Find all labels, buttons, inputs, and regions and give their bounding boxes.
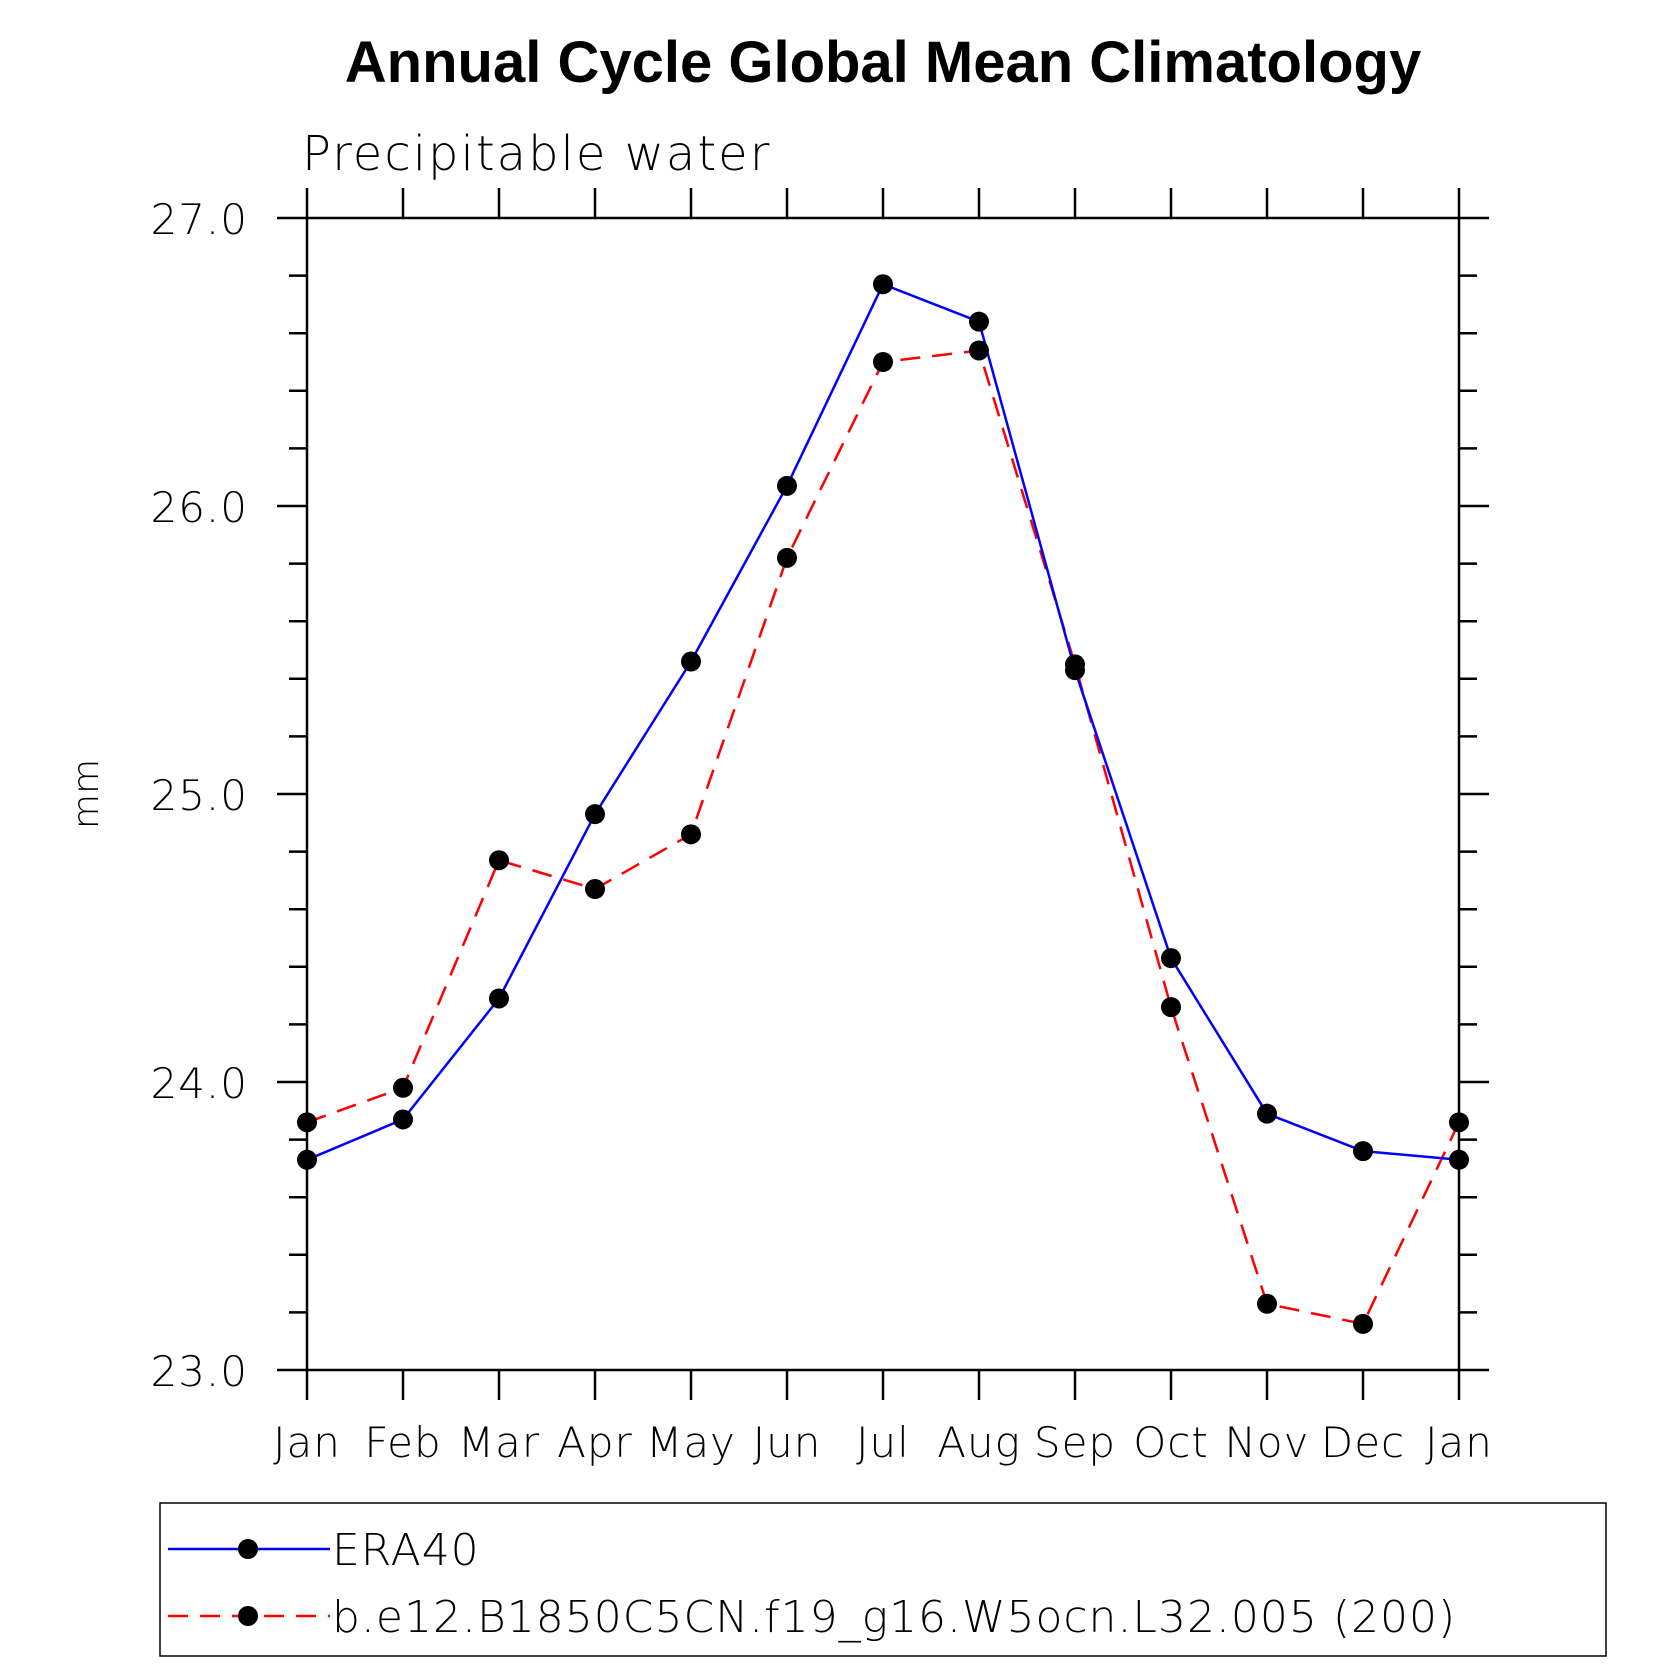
- x-tick-label: Dec: [1321, 1418, 1405, 1467]
- data-point: [1449, 1149, 1469, 1170]
- legend-marker: [238, 1539, 258, 1559]
- data-point: [777, 475, 797, 496]
- x-tick-label: Apr: [557, 1418, 633, 1467]
- x-tick-label: May: [646, 1418, 736, 1467]
- data-point: [393, 1109, 413, 1130]
- data-point: [489, 988, 509, 1009]
- axis-ticks: Jan Feb Mar Apr May Jun Jul Aug Sep Oct Nov Dec Jan 2…: [150, 188, 1492, 1467]
- legend-marker: [238, 1606, 258, 1626]
- series-line: [306, 282, 1460, 1162]
- data-point: [1161, 948, 1181, 969]
- x-tick-label: Jun: [753, 1418, 822, 1467]
- legend: ERA40 b.e12.B1850C5CN.f19_g16.W5ocn.L32.0…: [159, 1502, 1607, 1657]
- data-point: [969, 340, 989, 361]
- data-point: [1161, 997, 1181, 1018]
- data-point: [777, 547, 797, 568]
- series-line: [306, 349, 1461, 1326]
- data-point: [969, 311, 989, 332]
- x-tick-label: Aug: [937, 1418, 1021, 1467]
- data-point: [1257, 1293, 1277, 1314]
- data-point: [1449, 1112, 1469, 1133]
- y-tick-label: 23.0: [150, 1347, 248, 1396]
- y-tick-label: 26.0: [150, 483, 248, 532]
- data-point: [585, 879, 605, 900]
- data-point: [1353, 1141, 1373, 1162]
- y-tick-label: 25.0: [150, 771, 248, 820]
- data-point: [681, 824, 701, 845]
- x-tick-label: Oct: [1133, 1418, 1209, 1467]
- y-tick-label: 27.0: [150, 195, 248, 244]
- series-layer: [297, 274, 1469, 1334]
- data-point: [873, 352, 893, 372]
- data-point: [393, 1077, 413, 1098]
- y-tick-label: 24.0: [150, 1059, 248, 1108]
- data-point: [681, 651, 701, 672]
- x-tick-label: Nov: [1225, 1418, 1310, 1467]
- plot-frame: [305, 216, 1461, 1372]
- data-point: [297, 1149, 317, 1170]
- data-point: [873, 274, 893, 295]
- data-point: [297, 1112, 317, 1133]
- legend-box: [159, 1502, 1607, 1657]
- x-tick-label: Mar: [458, 1418, 540, 1467]
- data-point: [1353, 1313, 1373, 1334]
- x-tick-label: Feb: [364, 1418, 441, 1467]
- data-point: [1065, 660, 1085, 681]
- legend-label: b.e12.B1850C5CN.f19_g16.W5ocn.L32.005 (2…: [332, 1592, 1456, 1643]
- legend-label: ERA40: [332, 1525, 480, 1576]
- y-axis-label: mm: [66, 759, 107, 829]
- data-point: [1257, 1103, 1277, 1124]
- x-tick-label: Jul: [856, 1418, 910, 1467]
- data-point: [585, 804, 605, 825]
- x-tick-label: Jan: [1425, 1418, 1493, 1467]
- chart-title: Annual Cycle Global Mean Climatology: [345, 30, 1421, 95]
- data-point: [489, 850, 509, 871]
- x-tick-label: Sep: [1034, 1418, 1116, 1467]
- x-tick-label: Jan: [273, 1418, 341, 1467]
- chart-subtitle: Precipitable water: [302, 126, 771, 182]
